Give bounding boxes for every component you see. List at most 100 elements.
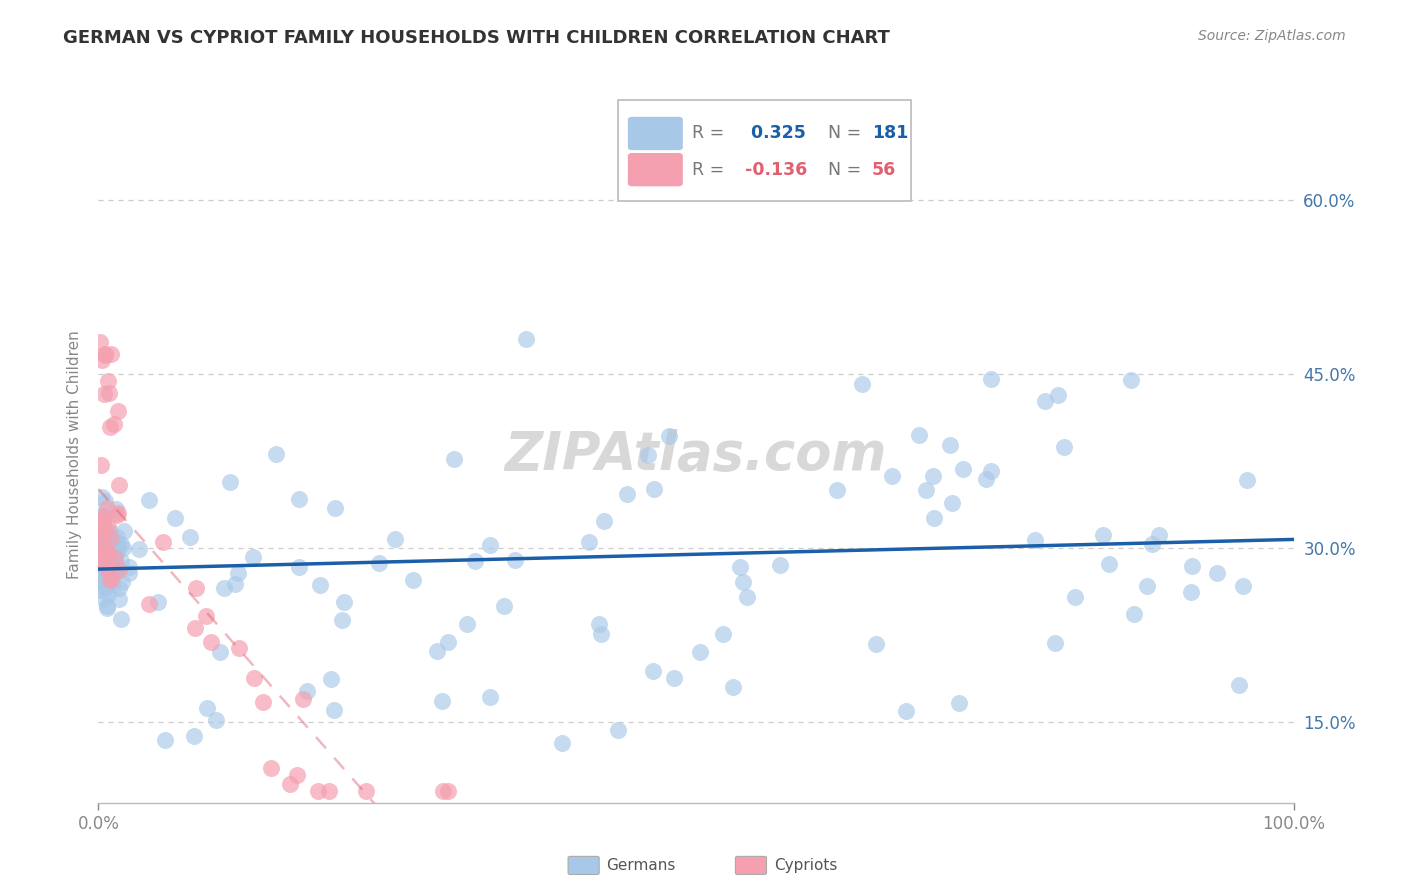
Point xyxy=(94,541,117,555)
Point xyxy=(104,543,127,558)
Point xyxy=(100,347,122,361)
Point xyxy=(112,524,135,538)
Point xyxy=(110,612,132,626)
Point xyxy=(138,597,160,611)
Point xyxy=(980,372,1002,386)
Point xyxy=(94,348,117,362)
Point xyxy=(1236,473,1258,487)
Point xyxy=(94,563,117,577)
Point xyxy=(96,500,118,515)
Point xyxy=(89,516,111,531)
Point xyxy=(97,550,120,565)
Point xyxy=(723,681,745,695)
Point xyxy=(118,559,141,574)
Point xyxy=(128,541,150,556)
Point xyxy=(138,492,160,507)
Point xyxy=(851,377,873,392)
Point xyxy=(291,691,314,706)
Point xyxy=(96,530,118,544)
Point xyxy=(97,374,120,388)
Point xyxy=(93,551,115,566)
Point xyxy=(641,664,664,678)
Point xyxy=(100,534,122,549)
Point xyxy=(658,428,681,442)
Point xyxy=(90,549,112,564)
Point xyxy=(941,496,963,510)
Point xyxy=(103,556,125,570)
Point xyxy=(87,531,110,545)
Point xyxy=(323,703,346,717)
Point xyxy=(107,591,129,606)
Point xyxy=(91,543,114,558)
Point xyxy=(976,472,998,486)
Point xyxy=(87,534,110,549)
Point xyxy=(96,599,118,613)
Point xyxy=(108,581,131,595)
Point xyxy=(103,533,125,547)
Point xyxy=(108,564,131,578)
Text: Germans: Germans xyxy=(606,858,676,873)
Point xyxy=(87,510,110,524)
Point xyxy=(96,575,118,590)
Point xyxy=(96,558,118,573)
Point xyxy=(637,448,659,462)
Text: GERMAN VS CYPRIOT FAMILY HOUSEHOLDS WITH CHILDREN CORRELATION CHART: GERMAN VS CYPRIOT FAMILY HOUSEHOLDS WITH… xyxy=(63,29,890,46)
Point xyxy=(91,533,114,548)
Point xyxy=(288,492,311,507)
Point xyxy=(1024,533,1046,548)
Point xyxy=(101,554,124,568)
Point xyxy=(728,560,751,574)
Point xyxy=(492,599,515,613)
Point xyxy=(309,578,332,592)
Point xyxy=(98,420,121,434)
Point xyxy=(1053,440,1076,454)
Point xyxy=(436,784,458,798)
Point xyxy=(894,704,917,718)
Point xyxy=(1098,557,1121,571)
Text: 181: 181 xyxy=(872,125,908,143)
Point xyxy=(264,447,287,461)
Point xyxy=(90,508,112,522)
Point xyxy=(94,494,117,508)
Point xyxy=(87,533,110,548)
Point xyxy=(93,524,115,539)
Point xyxy=(98,524,121,539)
Point xyxy=(98,539,121,553)
Point xyxy=(96,547,118,561)
Point xyxy=(90,552,112,566)
Point xyxy=(432,784,454,798)
Point xyxy=(105,561,128,575)
Point xyxy=(243,671,266,685)
Point xyxy=(96,544,118,558)
Point xyxy=(436,635,458,649)
Point xyxy=(737,590,759,604)
Point xyxy=(103,568,125,582)
Point xyxy=(101,541,124,555)
Point xyxy=(1064,591,1087,605)
Point xyxy=(588,616,610,631)
Point xyxy=(280,777,302,791)
Point xyxy=(195,701,218,715)
Point xyxy=(93,547,115,561)
Point xyxy=(880,469,903,483)
Point xyxy=(107,507,129,521)
Point xyxy=(94,543,117,558)
Point xyxy=(464,554,486,568)
Point xyxy=(228,640,250,655)
Point xyxy=(110,537,132,551)
Point xyxy=(105,537,128,551)
Text: 56: 56 xyxy=(872,161,896,178)
Point xyxy=(1147,528,1170,542)
Point xyxy=(90,515,112,529)
Point xyxy=(616,486,638,500)
Point xyxy=(100,531,122,545)
Text: -0.136: -0.136 xyxy=(745,161,807,178)
Point xyxy=(367,556,389,570)
Point xyxy=(89,560,111,574)
Point xyxy=(98,385,121,400)
Point xyxy=(87,539,110,553)
Point xyxy=(101,535,124,549)
Point xyxy=(93,386,115,401)
Point xyxy=(93,540,115,554)
Point xyxy=(103,545,125,559)
